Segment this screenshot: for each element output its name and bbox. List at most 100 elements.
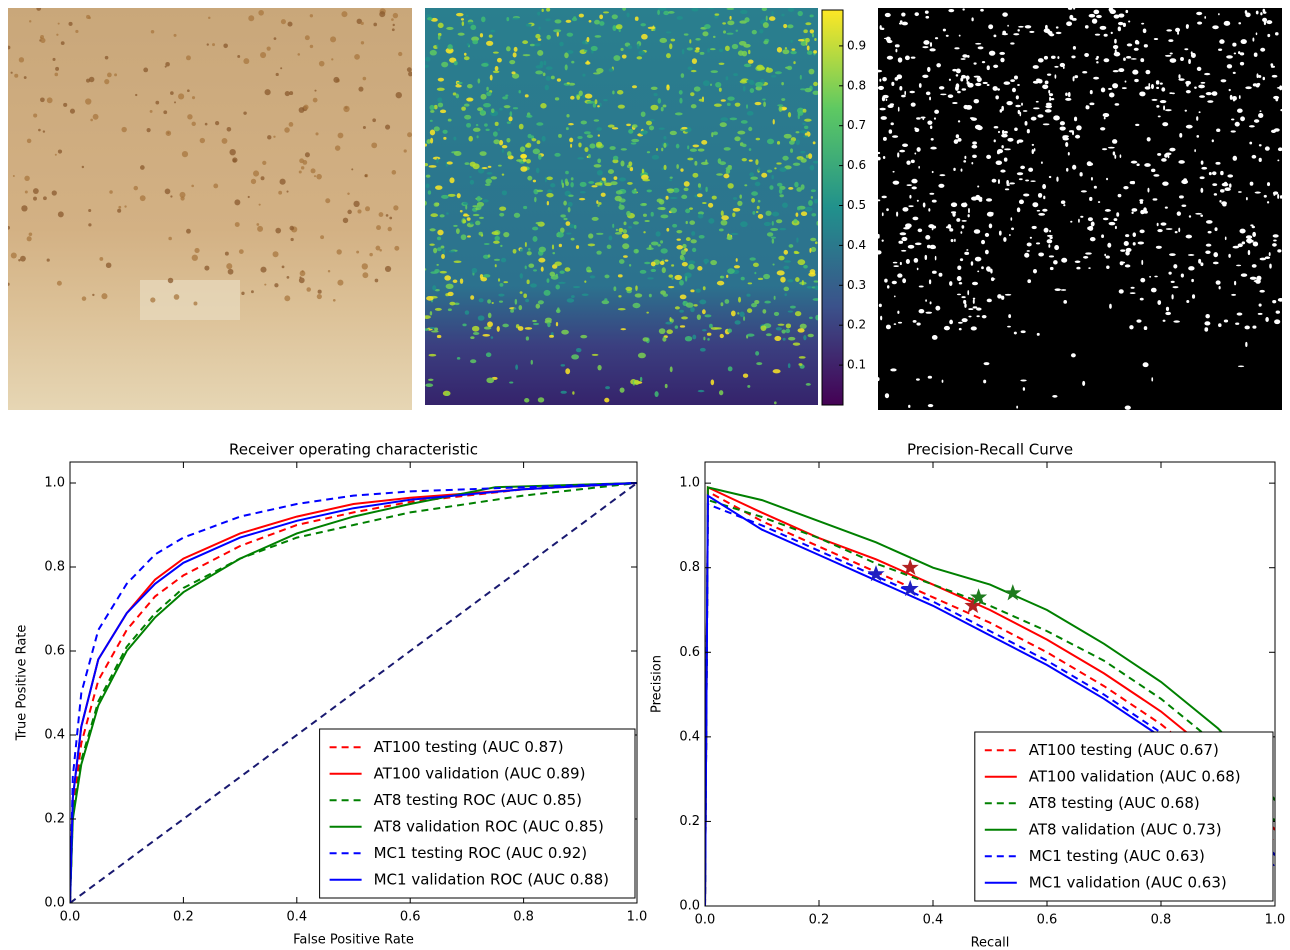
mask-blob bbox=[1253, 52, 1258, 57]
map-blob bbox=[640, 130, 648, 136]
mask-blob bbox=[1198, 111, 1201, 114]
mask-blob bbox=[1219, 39, 1225, 44]
mask-blob bbox=[1076, 266, 1081, 270]
mask-blob bbox=[1119, 154, 1122, 158]
mask-blob bbox=[957, 90, 961, 94]
mask-blob bbox=[931, 335, 938, 340]
map-blob bbox=[596, 250, 602, 255]
mask-blob bbox=[1229, 183, 1232, 188]
map-blob bbox=[455, 228, 460, 235]
map-blob bbox=[461, 21, 465, 27]
mask-blob bbox=[948, 8, 955, 13]
map-blob bbox=[681, 316, 688, 320]
map-blob bbox=[486, 91, 492, 97]
mask-blob bbox=[1231, 293, 1236, 296]
map-blob bbox=[578, 197, 586, 201]
mask-blob bbox=[1178, 78, 1185, 81]
map-blob bbox=[740, 221, 748, 228]
stain-dot bbox=[287, 21, 293, 27]
mask-blob bbox=[1187, 254, 1195, 256]
map-blob bbox=[509, 381, 514, 384]
map-blob bbox=[640, 23, 646, 27]
mask-blob bbox=[1196, 11, 1203, 16]
map-blob bbox=[543, 60, 547, 66]
stain-dot bbox=[297, 53, 301, 56]
stain-dot bbox=[174, 101, 177, 104]
stain-dot bbox=[101, 293, 108, 300]
mask-blob bbox=[1080, 190, 1087, 193]
mask-blob bbox=[1093, 9, 1100, 15]
stain-dot bbox=[206, 43, 209, 46]
legend-label: AT8 testing (AUC 0.68) bbox=[1029, 794, 1200, 812]
mask-blob bbox=[1265, 317, 1269, 322]
map-blob bbox=[481, 167, 488, 170]
stain-dot bbox=[121, 126, 127, 133]
mask-blob bbox=[1117, 193, 1122, 198]
stain-dot bbox=[362, 76, 367, 81]
map-blob bbox=[501, 145, 508, 149]
map-blob bbox=[726, 236, 733, 241]
map-blob bbox=[618, 227, 624, 233]
map-blob bbox=[563, 200, 567, 206]
map-blob bbox=[718, 62, 725, 65]
mask-blob bbox=[1017, 29, 1020, 32]
map-blob bbox=[425, 183, 430, 189]
map-blob bbox=[748, 148, 752, 151]
stain-dot bbox=[185, 55, 191, 61]
mask-blob bbox=[975, 194, 981, 200]
stain-dot bbox=[90, 118, 93, 122]
legend-box bbox=[974, 731, 1274, 902]
stain-dot bbox=[88, 208, 92, 213]
map-blob bbox=[581, 293, 589, 297]
map-blob bbox=[615, 190, 623, 195]
map-blob bbox=[468, 135, 473, 142]
map-blob bbox=[800, 88, 806, 91]
stain-dot bbox=[75, 29, 79, 34]
map-blob bbox=[805, 22, 812, 26]
map-blob bbox=[669, 179, 673, 182]
map-blob bbox=[659, 260, 665, 265]
mask-blob bbox=[914, 127, 920, 133]
map-blob bbox=[776, 141, 781, 145]
map-blob bbox=[545, 66, 553, 70]
map-blob bbox=[537, 397, 545, 403]
map-blob bbox=[796, 187, 802, 192]
mask-blob bbox=[1020, 330, 1026, 334]
mask-blob bbox=[955, 68, 961, 74]
map-blob bbox=[809, 164, 815, 171]
map-blob bbox=[570, 143, 573, 148]
map-blob bbox=[563, 217, 568, 221]
mask-blob bbox=[892, 170, 895, 173]
map-blob bbox=[720, 219, 728, 226]
map-blob bbox=[684, 336, 693, 342]
map-blob bbox=[611, 127, 619, 130]
mask-blob bbox=[1036, 332, 1040, 336]
map-blob bbox=[662, 336, 667, 342]
map-blob bbox=[719, 275, 725, 279]
mask-blob bbox=[973, 98, 980, 104]
map-blob bbox=[567, 201, 573, 207]
map-blob bbox=[669, 196, 678, 200]
map-blob bbox=[675, 143, 680, 149]
stain-dot bbox=[8, 282, 10, 286]
mask-blob bbox=[956, 218, 961, 222]
mask-blob bbox=[881, 212, 884, 217]
mask-blob bbox=[977, 270, 980, 273]
map-blob bbox=[476, 195, 481, 202]
mask-blob bbox=[1200, 262, 1204, 267]
map-blob bbox=[646, 151, 651, 154]
map-blob bbox=[680, 249, 686, 256]
map-blob bbox=[569, 137, 574, 143]
stain-dot bbox=[284, 91, 290, 97]
mask-blob bbox=[1011, 87, 1016, 93]
map-blob bbox=[486, 86, 489, 91]
map-blob bbox=[734, 102, 741, 107]
map-blob bbox=[669, 366, 673, 373]
mask-blob bbox=[1096, 61, 1099, 64]
map-blob bbox=[623, 221, 627, 226]
stain-dot bbox=[191, 254, 198, 261]
map-blob bbox=[583, 131, 591, 135]
mask-blob bbox=[945, 226, 950, 229]
map-blob bbox=[526, 251, 532, 256]
map-blob bbox=[727, 366, 733, 372]
